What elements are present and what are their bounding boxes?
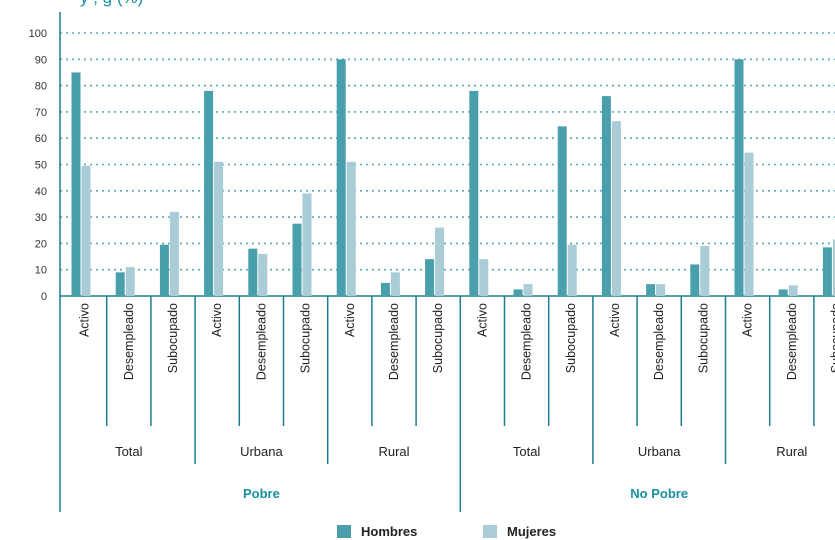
category-label: Activo — [210, 303, 224, 337]
bar-mujeres — [346, 161, 356, 296]
legend: Hombres Mujeres — [337, 524, 556, 539]
y-tick-label: 40 — [35, 186, 47, 198]
category-label: Desempleado — [387, 303, 401, 380]
group-label: Urbana — [240, 444, 283, 459]
bar-mujeres — [214, 161, 224, 296]
category-label: Subocupado — [166, 303, 180, 373]
bar-hombres — [425, 259, 435, 296]
bar-hombres — [557, 126, 567, 297]
y-tick-label: 100 — [29, 28, 47, 40]
bar-mujeres — [656, 284, 666, 296]
axes: 0 10 20 30 40 50 60 70 80 90 100 — [29, 12, 835, 512]
bar-hombres — [513, 289, 523, 296]
y-tick-label: 10 — [35, 265, 47, 277]
bar-mujeres — [832, 239, 835, 296]
bar-hombres — [336, 59, 346, 296]
y-tick-label: 80 — [35, 81, 47, 93]
group-label: Total — [115, 444, 143, 459]
category-label: Activo — [741, 303, 755, 337]
group-label: Total — [513, 444, 541, 459]
bar-mujeres — [435, 227, 445, 296]
category-label: Activo — [475, 303, 489, 337]
bar-mujeres — [390, 272, 400, 296]
category-label: Desempleado — [652, 303, 666, 380]
legend-swatch-hombres — [337, 525, 351, 538]
group-label: Urbana — [638, 444, 681, 459]
y-tick-label: 70 — [35, 107, 47, 119]
bar-hombres — [469, 90, 479, 296]
y-tick-label: 20 — [35, 238, 47, 250]
legend-label: Hombres — [361, 524, 417, 539]
bar-mujeres — [567, 244, 577, 296]
bar-mujeres — [788, 285, 798, 296]
category-label: Subocupado — [299, 303, 313, 373]
category-label: Subocupado — [564, 303, 578, 373]
bar-hombres — [646, 284, 656, 296]
bar-hombres — [690, 264, 700, 296]
bar-hombres — [204, 90, 214, 296]
y-tick-label: 90 — [35, 54, 47, 66]
bar-hombres — [601, 96, 611, 297]
top-group-label: Pobre — [243, 486, 280, 501]
y-tick-label: 0 — [41, 291, 47, 303]
bar-hombres — [380, 282, 390, 296]
bar-hombres — [115, 272, 125, 296]
bar-mujeres — [523, 284, 533, 296]
legend-swatch-mujeres — [483, 525, 497, 538]
bar-mujeres — [81, 165, 91, 296]
bar-mujeres — [611, 121, 621, 296]
chart-title: y , g (%) — [80, 0, 835, 12]
y-tick-label: 50 — [35, 160, 47, 172]
bar-mujeres — [302, 193, 312, 296]
bar-mujeres — [744, 152, 754, 296]
bar-mujeres — [258, 253, 268, 296]
category-label: Subocupado — [829, 303, 835, 373]
y-tick-label: 60 — [35, 133, 47, 145]
category-label: Desempleado — [254, 303, 268, 380]
y-tick-label: 30 — [35, 212, 47, 224]
bar-mujeres — [125, 267, 135, 296]
bar-hombres — [734, 59, 744, 296]
category-label: Activo — [343, 303, 357, 337]
bar-hombres — [778, 289, 788, 296]
legend-label: Mujeres — [507, 524, 556, 539]
bar-hombres — [159, 244, 169, 296]
bar-mujeres — [700, 246, 710, 296]
category-label: Activo — [608, 303, 622, 337]
category-label: Desempleado — [122, 303, 136, 380]
group-label: Rural — [776, 444, 807, 459]
bar-mujeres — [169, 211, 179, 296]
category-labels: Activo Desempleado Subocupado Activo Desempl… — [78, 296, 835, 512]
bar-hombres — [248, 248, 258, 296]
top-group-label: No Pobre — [630, 486, 688, 501]
bars — [71, 59, 835, 297]
group-label: Rural — [378, 444, 409, 459]
category-label: Activo — [78, 303, 92, 337]
bar-hombres — [292, 223, 302, 296]
category-label: Desempleado — [520, 303, 534, 380]
bar-hombres — [822, 247, 832, 296]
category-label: Desempleado — [785, 303, 799, 380]
category-label: Subocupado — [431, 303, 445, 373]
bar-hombres — [71, 72, 81, 296]
category-label: Subocupado — [696, 303, 710, 373]
bar-mujeres — [479, 259, 489, 296]
